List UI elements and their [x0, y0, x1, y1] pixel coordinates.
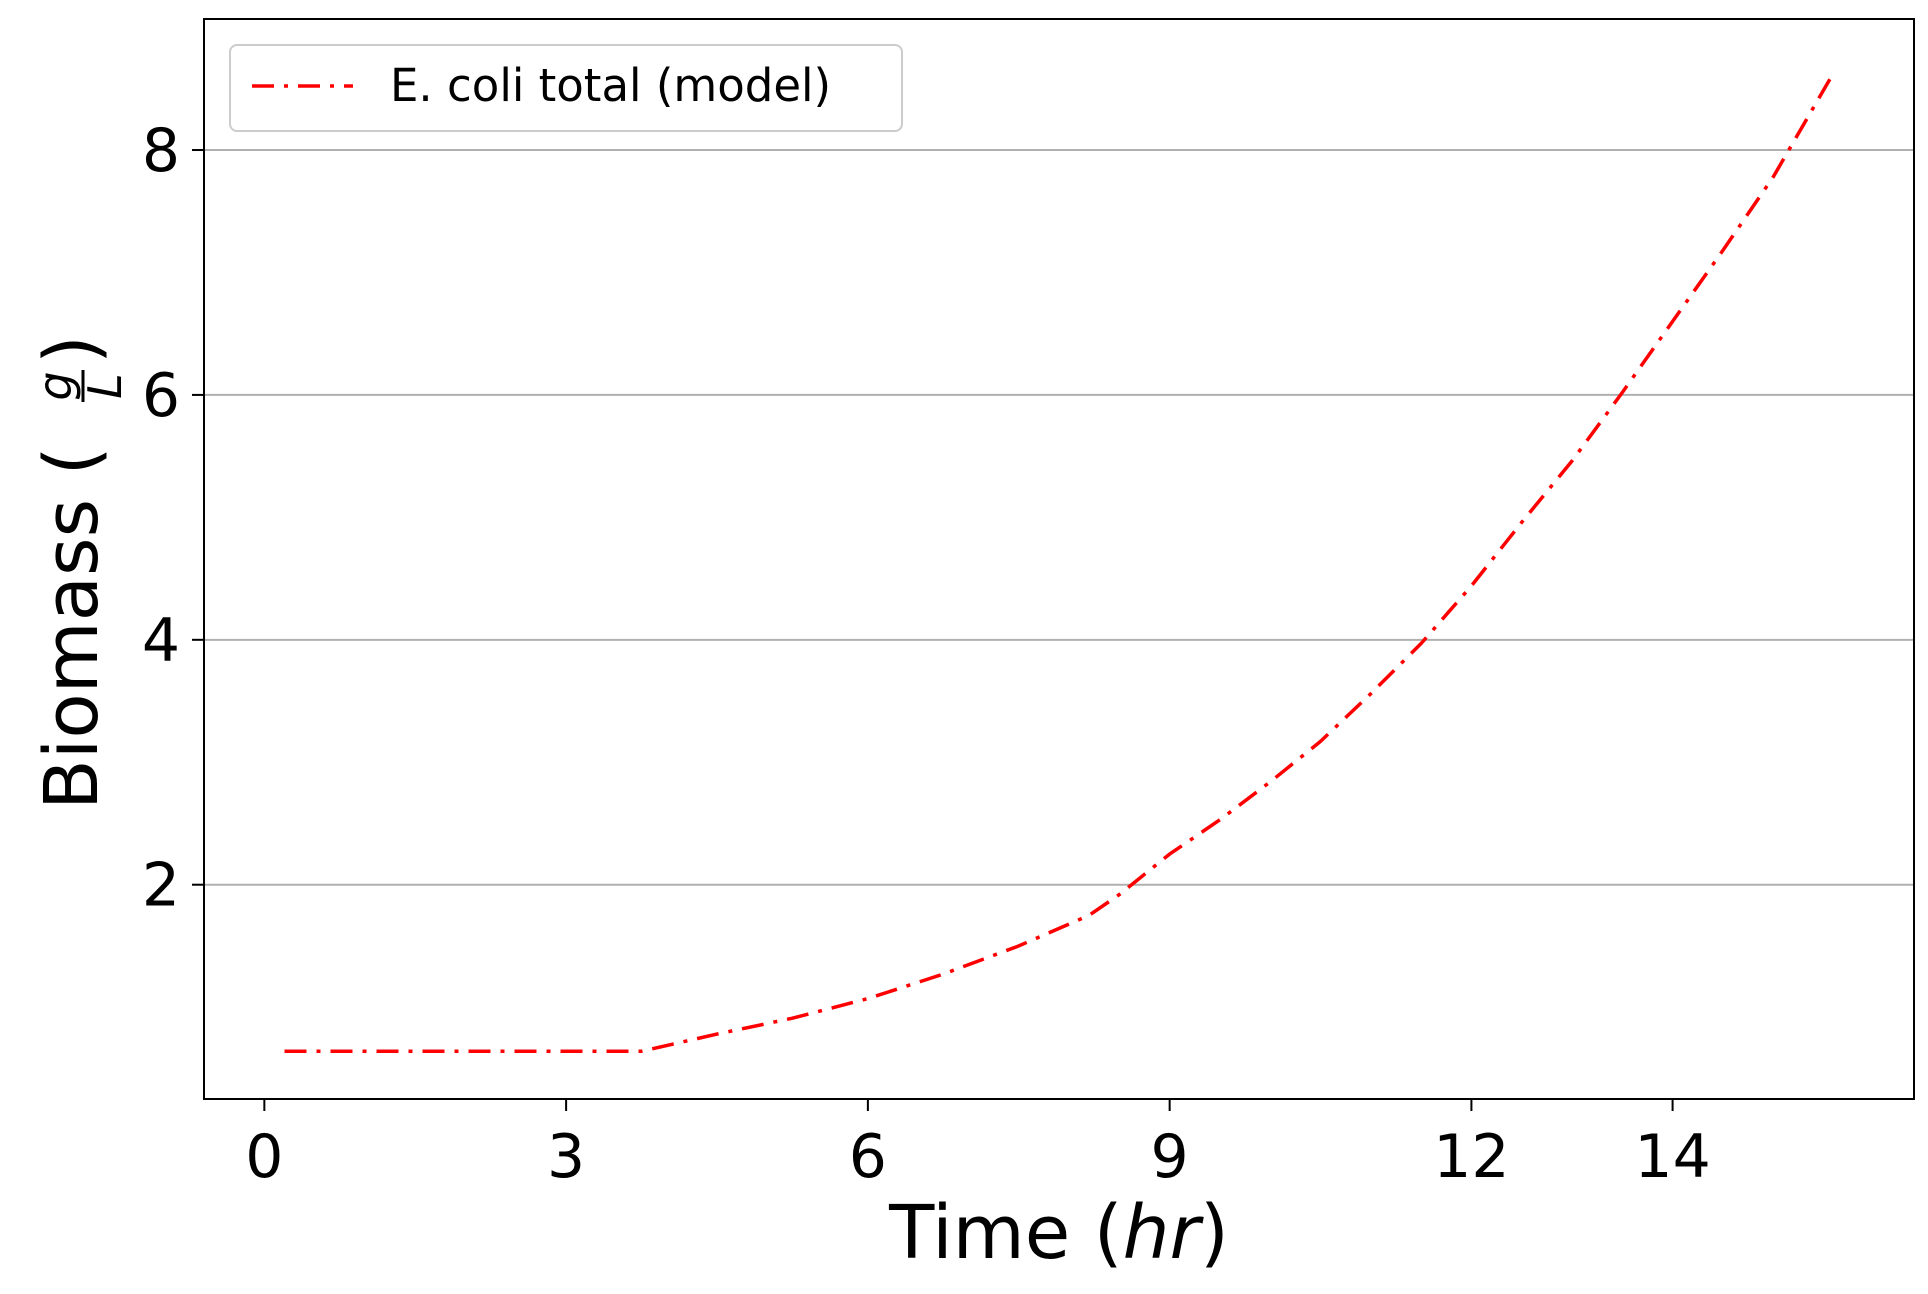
- x-tick-label: 6: [849, 1122, 887, 1192]
- x-tick-label: 3: [547, 1122, 585, 1192]
- y-tick-label: 2: [142, 851, 180, 921]
- y-tick-label: 8: [142, 116, 180, 186]
- series-layer: [284, 72, 1836, 1053]
- y-axis-label-suffix: ): [29, 335, 115, 364]
- plot-frame: [203, 18, 1915, 1100]
- legend-label: E. coli total (model): [390, 59, 831, 112]
- legend: E. coli total (model): [229, 44, 903, 132]
- x-axis-label-suffix: ): [1200, 1190, 1229, 1276]
- y-axis-label-numerator: g: [28, 371, 82, 400]
- y-tick-label: 4: [142, 606, 180, 676]
- x-tick-label: 0: [245, 1122, 283, 1192]
- x-axis-label-prefix: Time (: [888, 1190, 1123, 1276]
- legend-box: [229, 44, 903, 132]
- y-axis-label: Biomass ( g L ): [28, 335, 132, 810]
- y-axis-ticks: 2 4 6 8: [142, 116, 204, 921]
- x-tick-label: 9: [1151, 1122, 1189, 1192]
- y-axis-label-denominator: L: [78, 373, 132, 399]
- x-tick-label: 12: [1433, 1122, 1509, 1192]
- series-line-0: [284, 72, 1836, 1053]
- x-axis-label: Time (hr): [888, 1190, 1229, 1276]
- x-axis-ticks: 0 3 6 9 12 14: [245, 1099, 1711, 1192]
- y-tick-label: 6: [142, 361, 180, 431]
- x-tick-label: 14: [1634, 1122, 1710, 1192]
- grid-layer: [204, 149, 1914, 886]
- x-axis-label-unit: hr: [1123, 1190, 1205, 1276]
- y-axis-label-prefix: Biomass (: [29, 446, 115, 810]
